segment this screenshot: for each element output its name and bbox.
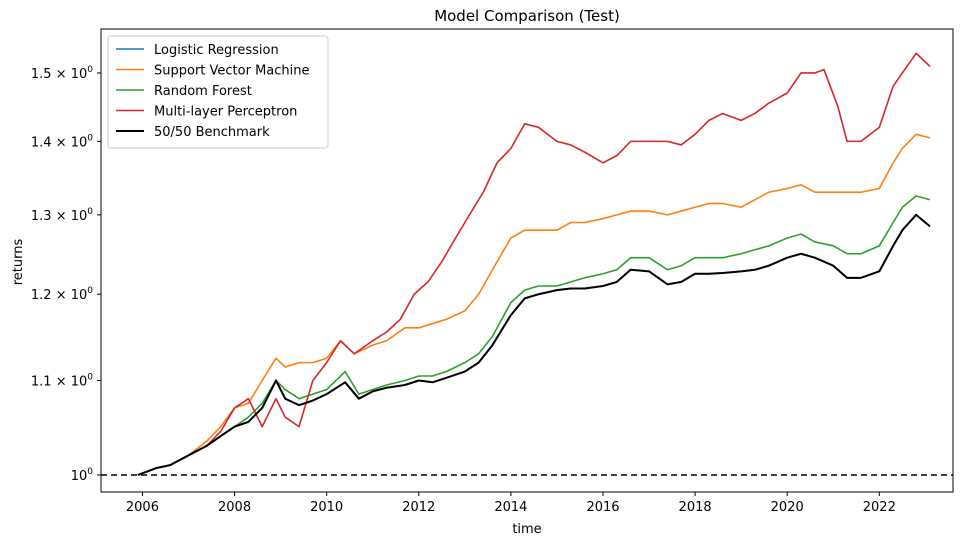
plot-area — [101, 52, 953, 476]
series-line-3 — [137, 52, 931, 476]
chart-title: Model Comparison (Test) — [434, 7, 620, 25]
series-layer — [101, 52, 953, 476]
x-tick-label: 2014 — [494, 500, 527, 515]
series-line-4 — [137, 213, 931, 476]
y-tick-label: 1.4 × 100 — [31, 133, 93, 150]
x-tick-label: 2022 — [863, 500, 896, 515]
x-tick-label: 2012 — [402, 500, 435, 515]
x-tick-label: 2008 — [218, 500, 251, 515]
y-tick-label: 1.3 × 100 — [31, 207, 93, 224]
y-tick-label: 100 — [71, 467, 94, 484]
y-tick-label: 1.2 × 100 — [31, 286, 93, 303]
plot-frame — [100, 28, 954, 493]
legend-label-3: Multi-layer Perceptron — [154, 105, 297, 120]
x-tick-label: 2020 — [771, 500, 804, 515]
legend-label-2: Random Forest — [154, 84, 252, 99]
y-axis: 100 1.1 × 100 1.2 × 100 1.3 × 100 1.4 × 100 1… — [31, 65, 101, 484]
x-axis-title: time — [512, 522, 541, 537]
legend-label-0: Logistic Regression — [154, 43, 279, 58]
x-tick-label: 2006 — [126, 500, 159, 515]
y-tick-label: 1.5 × 100 — [31, 65, 93, 82]
x-tick-label: 2010 — [310, 500, 343, 515]
x-tick-label: 2016 — [586, 500, 619, 515]
legend-label-4: 50/50 Benchmark — [154, 125, 270, 140]
x-axis: 2006 2008 2010 2012 2014 2016 2018 2020 2022 — [126, 492, 896, 515]
y-axis-title: returns — [11, 239, 26, 286]
series-line-1 — [137, 133, 931, 476]
legend: Logistic Regression Support Vector Machin… — [107, 35, 329, 149]
x-tick-label: 2018 — [679, 500, 712, 515]
legend-box — [107, 35, 329, 149]
series-line-0 — [137, 214, 931, 476]
y-tick-label: 1.1 × 100 — [31, 372, 93, 389]
series-line-2 — [137, 195, 931, 476]
legend-label-1: Support Vector Machine — [154, 64, 310, 79]
